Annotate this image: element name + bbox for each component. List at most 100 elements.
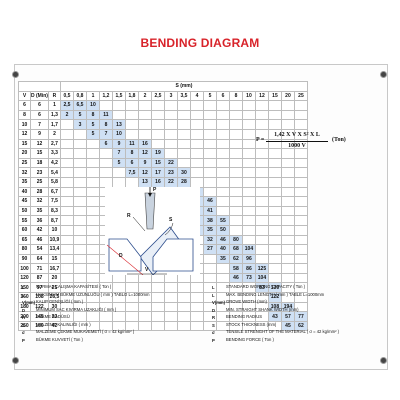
table-value-cell xyxy=(72,272,87,284)
table-value-cell xyxy=(72,196,87,207)
table-value-cell xyxy=(267,224,282,236)
table-value-cell: 15 xyxy=(150,157,165,169)
table-value-cell xyxy=(59,196,74,207)
legend-item: P BENDING FORCE ( Ton ) xyxy=(212,337,372,345)
table-value-cell xyxy=(280,215,295,226)
legend-item: S MALZEME KALINLIĞI ( mm ) xyxy=(22,322,182,330)
table-value-cell xyxy=(137,128,152,140)
table-value-cell xyxy=(59,253,74,265)
table-key-cell: 5,8 xyxy=(47,176,61,188)
legend-text: MİNİMUM SAC KIVIRMA UZAKLIĞI ( mm ) xyxy=(36,306,117,312)
table-value-cell xyxy=(241,148,256,159)
table-value-cell xyxy=(254,234,269,246)
table-value-cell: 17 xyxy=(150,167,165,178)
table-value-cell xyxy=(176,138,191,150)
table-value-cell xyxy=(215,100,230,111)
table-header-cell: 8 xyxy=(228,90,243,102)
table-row: 180 122 30 108 194 xyxy=(18,301,308,313)
legend-text: MAKSİMUM BÜKME UZUNLUĞU ( mm ) TABLO L=1… xyxy=(36,291,150,297)
table-header-cell: 1,5 xyxy=(111,90,126,102)
legend-text: STOCK THICKNESS (mm) xyxy=(226,321,277,327)
table-value-cell xyxy=(189,157,204,169)
table-value-cell xyxy=(202,100,217,111)
legend-symbol: L xyxy=(22,292,25,298)
table-value-cell xyxy=(215,128,230,140)
table-value-cell xyxy=(202,272,217,284)
table-value-cell: 10 xyxy=(111,128,126,140)
table-value-cell xyxy=(280,157,295,169)
table-value-cell xyxy=(85,244,100,255)
table-value-cell: 41 xyxy=(202,205,217,217)
table-corner-cell xyxy=(18,81,61,92)
legend-symbol: P xyxy=(22,337,25,343)
table-header-cell: 10 xyxy=(241,90,256,102)
table-value-cell xyxy=(189,176,204,188)
table-value-cell: 96 xyxy=(241,253,256,265)
table-value-cell xyxy=(189,148,204,159)
legend-symbol: L xyxy=(22,285,25,290)
table-value-cell xyxy=(267,157,282,169)
table-key-cell: 6 xyxy=(30,100,49,111)
table-value-cell: 104 xyxy=(241,244,256,255)
table-key-cell: 1 xyxy=(47,100,61,111)
table-value-cell xyxy=(228,138,243,150)
table-value-cell: 16 xyxy=(137,138,152,150)
table-value-cell xyxy=(280,224,295,236)
screw-bottom-right xyxy=(380,357,387,364)
illustration-label-v: V xyxy=(145,267,149,273)
table-header-cell: 2,5 xyxy=(150,90,165,102)
table-value-cell xyxy=(59,205,74,217)
table-value-cell xyxy=(189,109,204,121)
table-value-cell xyxy=(202,138,217,150)
table-value-cell: 2,5 xyxy=(59,100,74,111)
table-header-cell: 1,8 xyxy=(124,90,139,102)
table-value-cell xyxy=(280,234,295,246)
table-value-cell xyxy=(228,215,243,226)
table-key-cell: 15 xyxy=(47,253,61,265)
table-key-cell: 10 xyxy=(18,119,31,130)
table-value-cell xyxy=(59,138,74,150)
legend-symbol: V(mm) xyxy=(22,300,36,305)
table-value-cell: 28 xyxy=(176,176,191,188)
table-value-cell xyxy=(241,138,256,150)
table-value-cell xyxy=(254,186,269,198)
table-value-cell xyxy=(189,320,204,332)
table-key-cell: 4,2 xyxy=(47,157,61,169)
table-value-cell xyxy=(189,301,204,313)
table-key-cell: 13,4 xyxy=(47,244,61,255)
table-value-cell xyxy=(59,167,74,178)
screw-top-left xyxy=(12,71,19,78)
table-key-cell: 3,3 xyxy=(47,148,61,159)
legend-item: σ MALZEME ÇEKME MUKAVEMETİ ( σ = 42 kg/mm… xyxy=(22,329,182,337)
table-value-cell xyxy=(59,234,74,246)
table-value-cell xyxy=(124,100,139,111)
table-value-cell xyxy=(202,263,217,274)
table-value-cell xyxy=(215,272,230,284)
table-value-cell xyxy=(293,215,308,226)
table-value-cell xyxy=(72,128,87,140)
table-value-cell xyxy=(293,205,308,217)
legend-symbol: R xyxy=(212,315,216,320)
table-value-cell xyxy=(293,109,308,121)
table-value-cell xyxy=(267,272,282,284)
table-value-cell xyxy=(85,224,100,236)
legend-item: R BENDING RADIUS xyxy=(212,314,372,322)
table-value-cell: 46 xyxy=(202,196,217,207)
formula-fraction-bar xyxy=(266,141,328,142)
table-key-cell: 28 xyxy=(30,186,49,198)
bending-illustration: P S R D V xyxy=(105,187,200,276)
table-value-cell xyxy=(124,109,139,121)
table-value-cell xyxy=(72,263,87,274)
legend-text: NORMAL ÇALIŞMA KAPASİTESİ ( Ton ) xyxy=(36,284,112,289)
table-row: 12 9 2 5 7 10 xyxy=(18,128,308,140)
table-value-cell xyxy=(293,224,308,236)
table-value-cell xyxy=(85,167,100,178)
table-value-cell: 46 xyxy=(215,234,230,246)
table-value-cell xyxy=(228,128,243,140)
table-value-cell: 12 xyxy=(137,148,152,159)
table-value-cell xyxy=(85,148,100,159)
table-value-cell: 12 xyxy=(137,167,152,178)
table-value-cell xyxy=(293,272,308,284)
table-value-cell xyxy=(267,263,282,274)
table-value-cell xyxy=(72,138,87,150)
